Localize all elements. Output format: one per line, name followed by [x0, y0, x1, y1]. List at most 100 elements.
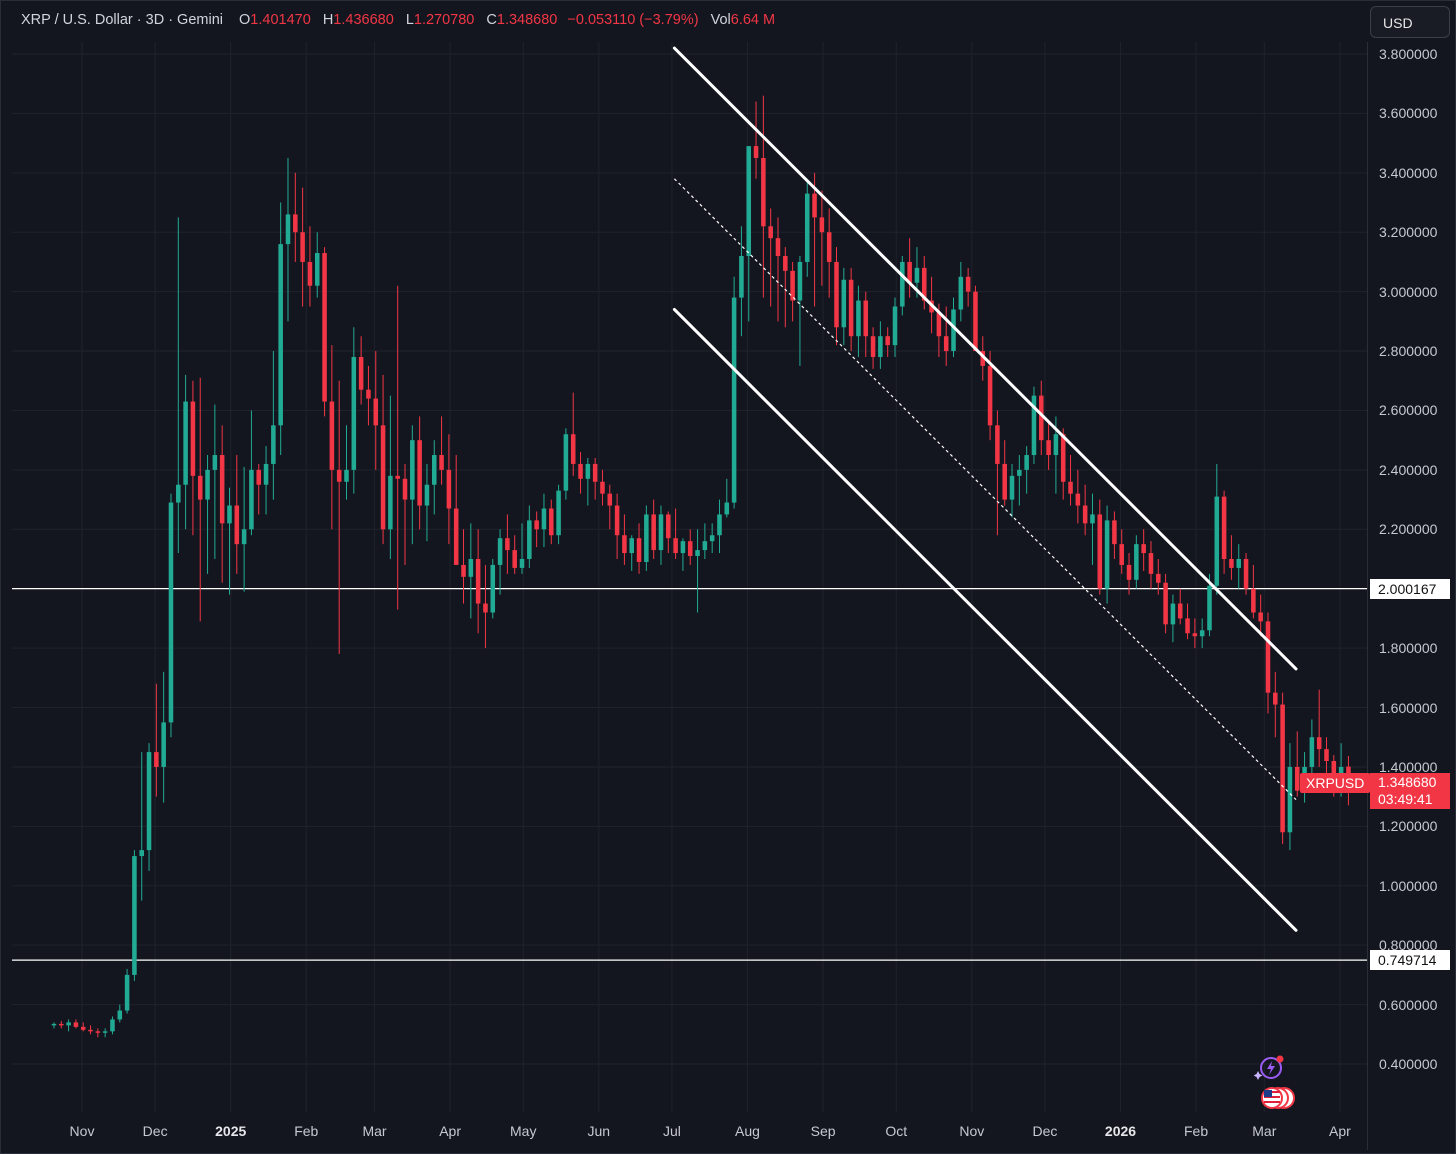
candle-body: [834, 261, 839, 328]
candle-body: [468, 559, 474, 577]
time-tick-label: Feb: [1184, 1123, 1209, 1139]
candle-body: [285, 214, 291, 245]
price-tick-label: 2.800000: [1379, 343, 1438, 360]
candle-body: [1024, 455, 1029, 470]
candle-body: [505, 538, 510, 551]
price-tick-label: 0.600000: [1379, 996, 1438, 1013]
time-tick-label: Mar: [362, 1123, 387, 1139]
candle-body: [146, 752, 152, 851]
candle-body: [161, 722, 166, 767]
candle-body: [219, 455, 225, 524]
candle-body: [585, 463, 591, 479]
candle-body: [541, 508, 547, 530]
candle-body: [1141, 544, 1146, 554]
candle-body: [724, 502, 730, 515]
candle-body: [1134, 544, 1139, 580]
candle-body: [797, 261, 803, 301]
chart-legend: XRP / U.S. Dollar · 3D · Gemini O1.40147…: [21, 12, 775, 28]
price-tick-label: 1.200000: [1379, 818, 1438, 835]
candle-body: [124, 974, 130, 1011]
candle-body: [1236, 559, 1242, 568]
candle-body: [388, 475, 393, 530]
candle-body: [549, 508, 554, 536]
candle-body: [117, 1010, 123, 1020]
channel-lower-line: [672, 307, 1298, 932]
candle-body: [592, 463, 598, 482]
candle-body: [644, 514, 649, 562]
price-axis-separator: [1367, 42, 1368, 1150]
time-tick-label: Dec: [1032, 1123, 1058, 1139]
candle-body: [936, 312, 942, 337]
candle-body: [249, 469, 254, 530]
candle-body: [563, 434, 569, 491]
candle-body: [761, 157, 766, 227]
candle-body: [88, 1029, 93, 1032]
candle-body: [110, 1019, 115, 1032]
candle-body: [900, 261, 905, 307]
symbol-tag: XRPUSD: [1300, 773, 1371, 793]
candle-body: [731, 297, 737, 503]
candle-body: [168, 502, 174, 723]
candle-body: [1126, 564, 1132, 580]
legend-vol-label: Vol: [710, 12, 731, 28]
candle-body: [570, 434, 576, 464]
candle-body: [951, 309, 956, 352]
candle-body: [176, 484, 181, 503]
price-tick-label: 2.600000: [1379, 402, 1438, 419]
candle-body: [1280, 704, 1285, 833]
candle-body: [154, 752, 159, 767]
candle-body: [658, 514, 664, 551]
candle-body: [402, 478, 408, 500]
candle-body: [607, 493, 613, 506]
candle-body: [475, 559, 481, 604]
candle-body: [753, 146, 759, 158]
candle-body: [95, 1031, 101, 1033]
candle-body: [453, 508, 459, 565]
candle-body: [768, 226, 773, 239]
time-tick-label: Mar: [1252, 1123, 1277, 1139]
candle-body: [132, 856, 137, 975]
us-flag-icon[interactable]: [1261, 1087, 1295, 1109]
price-tick-label: 1.000000: [1379, 877, 1438, 894]
price-tick-label: 1.800000: [1379, 640, 1438, 657]
candle-body: [680, 541, 686, 554]
candle-body: [1221, 496, 1227, 559]
currency-button[interactable]: USD: [1370, 6, 1450, 38]
candle-body: [1009, 475, 1015, 500]
candle-body: [373, 398, 379, 426]
candle-body: [804, 193, 810, 262]
candle-body: [717, 514, 722, 536]
legend-vol-value: 6.64 M: [730, 12, 776, 28]
candle-body: [856, 300, 861, 337]
candle-body: [1214, 496, 1220, 586]
time-tick-label: Oct: [885, 1123, 908, 1139]
candle-body: [1294, 766, 1300, 791]
candle-body: [380, 425, 386, 530]
candle-body: [614, 505, 620, 536]
candle-body: [1068, 481, 1073, 494]
candle-body: [1082, 505, 1088, 524]
candle-body: [1192, 633, 1198, 637]
candle-body: [892, 306, 898, 346]
legend-high-label: H: [322, 12, 334, 28]
time-tick-label: Apr: [1328, 1123, 1351, 1139]
candle-body: [1060, 434, 1066, 482]
candle-body: [314, 253, 320, 286]
candle-body: [841, 279, 847, 328]
candle-body: [987, 365, 993, 426]
horizontal-level-label: 2.000167: [1370, 578, 1450, 599]
legend-close-value: 1.348680: [496, 12, 558, 28]
candle-body: [439, 455, 444, 470]
last-price-tag: 1.348680 03:49:41: [1370, 773, 1450, 809]
candle-body: [907, 261, 912, 283]
time-tick-label: Jul: [662, 1123, 681, 1139]
candle-body: [336, 469, 342, 482]
candle-body: [1119, 544, 1124, 565]
candle-body: [395, 475, 400, 479]
horizontal-level-label: 0.749714: [1370, 950, 1450, 971]
candle-body: [651, 514, 656, 551]
candle-body: [783, 256, 788, 271]
assistant-sparkle-icon[interactable]: [1254, 1055, 1284, 1081]
candle-body: [921, 267, 927, 301]
